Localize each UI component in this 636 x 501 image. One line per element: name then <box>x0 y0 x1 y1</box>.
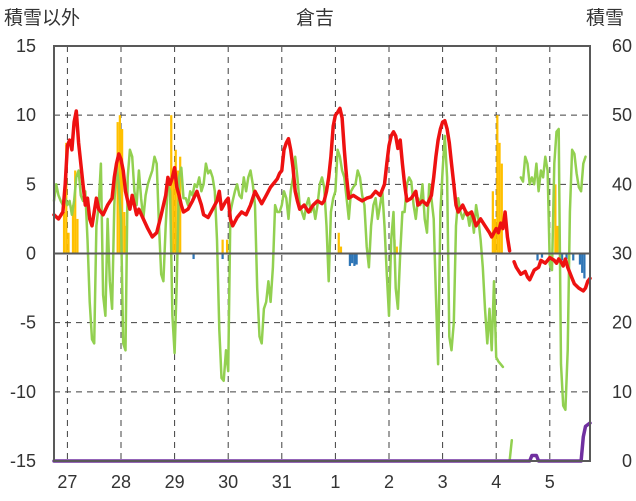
negative-bar <box>572 253 575 261</box>
series-line-green <box>519 127 587 412</box>
x-tick-label: 5 <box>545 472 555 492</box>
precip-bar <box>491 191 494 254</box>
precip-bar <box>493 218 497 254</box>
y-tick-left: 5 <box>26 174 36 194</box>
chart-title: 倉吉 <box>296 7 334 29</box>
y-tick-left: -5 <box>20 313 36 333</box>
precip-bar <box>116 122 119 254</box>
precip-bar <box>76 218 79 254</box>
precip-bar <box>339 246 343 254</box>
y-tick-left: -10 <box>10 382 36 402</box>
x-tick-label: 31 <box>272 472 292 492</box>
precip-bar <box>221 239 224 254</box>
x-tick-label: 4 <box>491 472 501 492</box>
y-tick-left: 0 <box>26 244 36 264</box>
y-tick-left: 15 <box>16 36 36 56</box>
x-tick-label: 27 <box>57 472 77 492</box>
series-line-red <box>512 255 592 293</box>
negative-bar <box>536 253 539 261</box>
precip-bar <box>500 163 503 254</box>
precip-bar <box>123 212 126 254</box>
negative-bar <box>565 253 568 260</box>
precip-bar <box>174 149 177 254</box>
x-tick-label: 29 <box>165 472 185 492</box>
negative-bar <box>221 253 224 260</box>
y-tick-left: 10 <box>16 105 36 125</box>
negative-bar <box>351 253 354 264</box>
precip-bar <box>172 177 175 254</box>
x-ticks: 27 28 29 30 31 1 2 3 4 5 <box>57 472 554 492</box>
y-tick-right: 0 <box>622 451 632 471</box>
x-tick-label: 2 <box>384 472 394 492</box>
y-tick-right: 30 <box>612 244 632 264</box>
precip-bar <box>337 232 340 254</box>
y-tick-right: 20 <box>612 313 632 333</box>
precip-bar <box>498 142 501 254</box>
y-ticks-left: 15 10 5 0 -5 -10 -15 <box>10 36 36 471</box>
series-line-red <box>52 106 512 253</box>
y-tick-left: -15 <box>10 451 36 471</box>
negative-bar <box>192 253 195 260</box>
y-label-left: 積雪以外 <box>4 7 80 29</box>
precip-bar <box>67 232 70 254</box>
x-tick-label: 1 <box>330 472 340 492</box>
y-ticks-right: 60 50 40 30 20 10 0 <box>612 36 632 471</box>
negative-bar <box>583 253 586 279</box>
precip-bar <box>554 184 557 254</box>
precip-bar <box>62 212 66 254</box>
series-line-green <box>52 134 505 383</box>
precip-bar <box>71 205 75 254</box>
precip-bar <box>225 239 229 254</box>
y-label-right: 積雪 <box>586 7 624 29</box>
y-tick-right: 40 <box>612 174 632 194</box>
negative-bar <box>355 253 358 265</box>
series-line-green <box>508 439 514 463</box>
negative-bar <box>560 253 564 261</box>
negative-bar <box>540 253 544 258</box>
precip-bar <box>395 246 398 254</box>
negative-bar <box>353 253 356 266</box>
precip-bar <box>556 225 559 254</box>
negative-bar <box>581 253 584 273</box>
precip-bar <box>121 129 124 254</box>
precip-bar <box>496 115 499 254</box>
x-tick-label: 30 <box>218 472 238 492</box>
negative-bar <box>578 253 582 265</box>
series-lines <box>52 106 592 463</box>
negative-bar <box>348 253 352 266</box>
x-tick-label: 28 <box>111 472 131 492</box>
y-tick-right: 60 <box>612 36 632 56</box>
y-tick-right: 10 <box>612 382 632 402</box>
y-tick-right: 50 <box>612 105 632 125</box>
precip-bar <box>74 170 77 254</box>
x-tick-label: 3 <box>438 472 448 492</box>
